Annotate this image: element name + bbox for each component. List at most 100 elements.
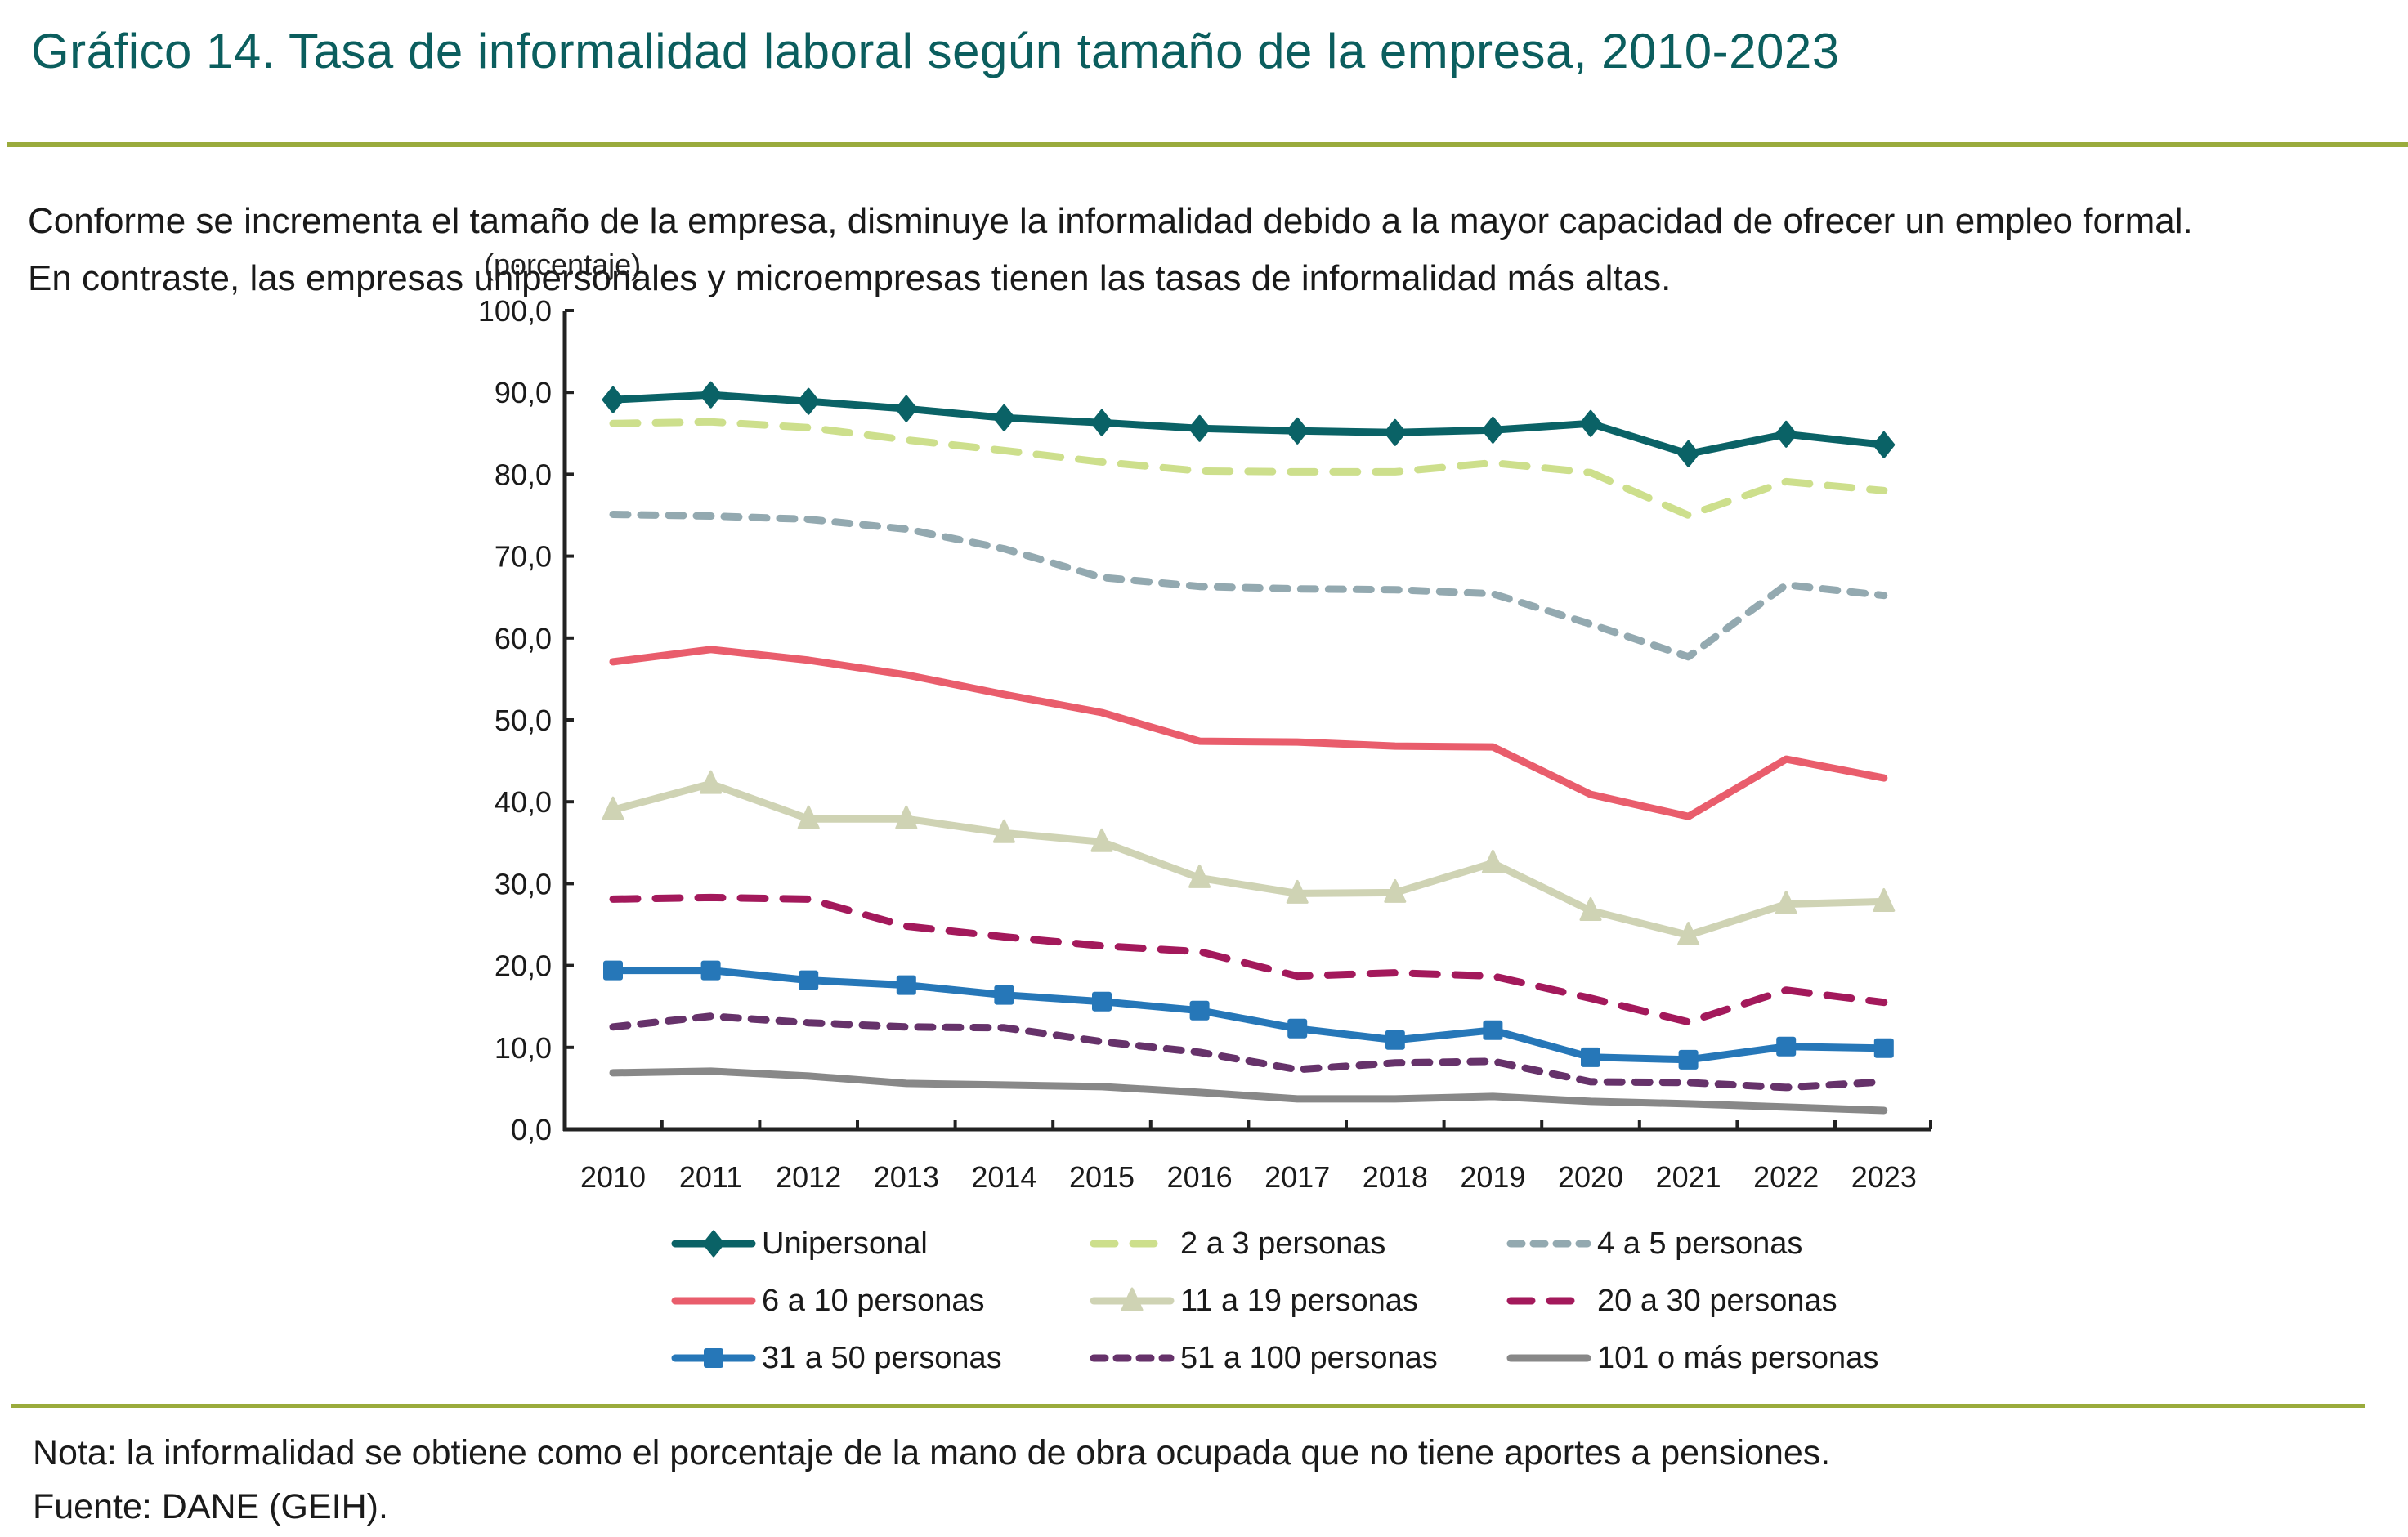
legend-swatch-icon bbox=[1506, 1240, 1591, 1248]
diamond-marker bbox=[992, 404, 1015, 431]
source-note: Fuente: DANE (GEIH). bbox=[33, 1487, 388, 1526]
x-tick-label: 2022 bbox=[1753, 1160, 1819, 1194]
series-line bbox=[609, 893, 1888, 1026]
square-marker bbox=[1385, 1030, 1405, 1050]
diamond-marker bbox=[1481, 416, 1504, 444]
triangle-marker bbox=[1677, 922, 1700, 946]
footnote: Nota: la informalidad se obtiene como el… bbox=[33, 1433, 1831, 1472]
axes: 0,0 10,0 20,0 30,0 40,0 50,0 60,0 70,0 80,0 90,0 1… bbox=[478, 294, 1932, 1194]
triangle-marker bbox=[1384, 878, 1407, 903]
legend-swatch-icon bbox=[671, 1230, 756, 1258]
square-marker bbox=[1287, 1018, 1308, 1039]
diamond-marker bbox=[1677, 440, 1700, 467]
y-tick-label: 0,0 bbox=[511, 1113, 552, 1146]
series-4-a-5-personas bbox=[609, 511, 1888, 661]
legend-label: 4 a 5 personas bbox=[1597, 1226, 1803, 1261]
x-tick-label: 2019 bbox=[1460, 1160, 1525, 1194]
triangle-marker bbox=[1775, 890, 1797, 914]
diamond-marker bbox=[702, 1230, 725, 1258]
x-tick-label: 2011 bbox=[679, 1160, 742, 1194]
x-tick-label: 2017 bbox=[1264, 1160, 1330, 1194]
series-101-o-m-s-personas bbox=[609, 1067, 1888, 1115]
diamond-marker bbox=[1286, 417, 1309, 445]
x-tick-label: 2023 bbox=[1851, 1160, 1917, 1194]
square-marker bbox=[603, 960, 623, 981]
chart-title: Gráfico 14. Tasa de informalidad laboral… bbox=[31, 24, 1840, 78]
y-tick-label: 50,0 bbox=[495, 704, 552, 737]
square-marker bbox=[700, 960, 721, 981]
subtitle-line-2: En contraste, las empresas unipersonales… bbox=[28, 258, 1672, 298]
legend-item: 6 a 10 personas bbox=[670, 1281, 985, 1320]
series-6-a-10-personas bbox=[609, 646, 1888, 820]
triangle-marker bbox=[895, 805, 918, 829]
diamond-marker bbox=[797, 387, 820, 415]
x-tick-label: 2013 bbox=[874, 1160, 939, 1194]
triangle-marker bbox=[797, 805, 820, 829]
square-marker bbox=[994, 985, 1014, 1005]
subtitle-line-1: Conforme se incrementa el tamaño de la e… bbox=[28, 201, 2193, 241]
diamond-marker bbox=[700, 381, 723, 409]
square-marker bbox=[1776, 1036, 1797, 1057]
legend-label: 31 a 50 personas bbox=[762, 1340, 1002, 1375]
x-tick-label: 2021 bbox=[1656, 1160, 1721, 1194]
series-layer bbox=[602, 381, 1896, 1115]
square-marker bbox=[1189, 1000, 1210, 1021]
series-line bbox=[609, 391, 1888, 458]
legend-swatch-icon bbox=[671, 1297, 756, 1305]
legend-swatch-icon bbox=[671, 1348, 756, 1368]
series-20-a-30-personas bbox=[609, 893, 1888, 1026]
diamond-marker bbox=[895, 395, 918, 422]
legend-label: 51 a 100 personas bbox=[1180, 1340, 1438, 1375]
triangle-marker bbox=[1579, 896, 1602, 921]
footer-divider bbox=[11, 1404, 2365, 1408]
legend-item: 51 a 100 personas bbox=[1089, 1338, 1438, 1378]
series-31-a-50-personas bbox=[603, 960, 1894, 1070]
y-tick-label: 90,0 bbox=[495, 376, 552, 409]
square-marker bbox=[1092, 991, 1112, 1012]
x-tick-label: 2014 bbox=[971, 1160, 1036, 1194]
legend-item: 11 a 19 personas bbox=[1089, 1281, 1418, 1320]
legend-label: 2 a 3 personas bbox=[1180, 1226, 1386, 1261]
triangle-marker bbox=[602, 796, 624, 820]
square-marker bbox=[799, 970, 819, 990]
legend-item: 2 a 3 personas bbox=[1089, 1224, 1385, 1263]
legend-swatch-icon bbox=[1506, 1297, 1591, 1305]
y-tick-label: 80,0 bbox=[495, 458, 552, 491]
series-line bbox=[609, 780, 1888, 939]
diamond-marker bbox=[602, 386, 624, 413]
legend-label: 11 a 19 personas bbox=[1180, 1283, 1418, 1318]
legend-swatch-icon bbox=[1090, 1287, 1175, 1311]
y-tick-label: 40,0 bbox=[495, 785, 552, 819]
square-marker bbox=[704, 1348, 723, 1368]
triangle-marker bbox=[1286, 879, 1309, 904]
x-tick-label: 2016 bbox=[1167, 1160, 1233, 1194]
square-marker bbox=[896, 975, 916, 995]
series-line bbox=[609, 1012, 1888, 1092]
triangle-marker bbox=[700, 770, 723, 794]
legend-item: 20 a 30 personas bbox=[1506, 1281, 1837, 1320]
legend-label: Unipersonal bbox=[762, 1226, 928, 1261]
footer: Nota: la informalidad se obtiene como el… bbox=[33, 1426, 1830, 1534]
x-tick-label: 2012 bbox=[776, 1160, 841, 1194]
legend-item: 101 o más personas bbox=[1506, 1338, 1878, 1378]
chart-subtitle: Conforme se incrementa el tamaño de la e… bbox=[28, 193, 2193, 307]
x-tick-label: 2015 bbox=[1069, 1160, 1135, 1194]
diamond-marker bbox=[1188, 414, 1211, 442]
triangle-marker bbox=[1121, 1287, 1144, 1311]
series-51-a-100-personas bbox=[609, 1012, 1888, 1092]
series-line bbox=[609, 418, 1888, 519]
x-tick-label: 2010 bbox=[580, 1160, 646, 1194]
legend-swatch-icon bbox=[1090, 1240, 1175, 1248]
triangle-marker bbox=[1873, 887, 1896, 912]
legend-item: Unipersonal bbox=[670, 1224, 928, 1263]
legend-item: 31 a 50 personas bbox=[670, 1338, 1002, 1378]
series-line bbox=[609, 511, 1888, 661]
triangle-marker bbox=[1090, 828, 1113, 852]
y-tick-label: 60,0 bbox=[495, 622, 552, 655]
y-tick-label: 10,0 bbox=[495, 1031, 552, 1065]
diamond-marker bbox=[1775, 420, 1797, 448]
y-axis-unit-label: (porcentaje) bbox=[484, 248, 642, 281]
square-marker bbox=[1581, 1047, 1600, 1067]
